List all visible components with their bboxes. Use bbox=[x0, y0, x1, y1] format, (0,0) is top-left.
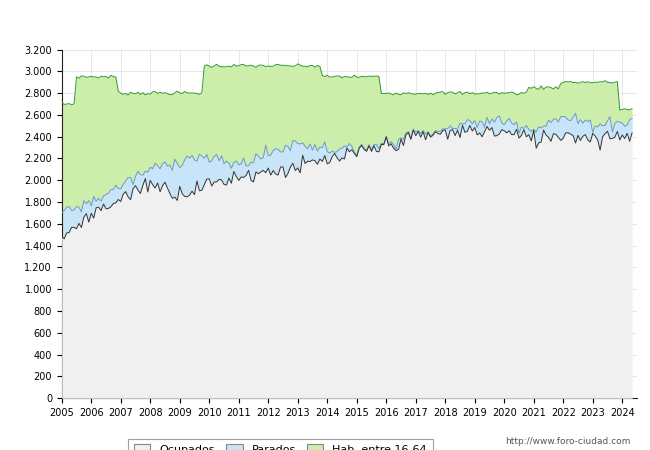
Legend: Ocupados, Parados, Hab. entre 16-64: Ocupados, Parados, Hab. entre 16-64 bbox=[128, 439, 432, 450]
Text: Iniesta - Evolucion de la poblacion en edad de Trabajar Mayo de 2024: Iniesta - Evolucion de la poblacion en e… bbox=[93, 19, 557, 32]
Text: http://www.foro-ciudad.com: http://www.foro-ciudad.com bbox=[505, 436, 630, 446]
